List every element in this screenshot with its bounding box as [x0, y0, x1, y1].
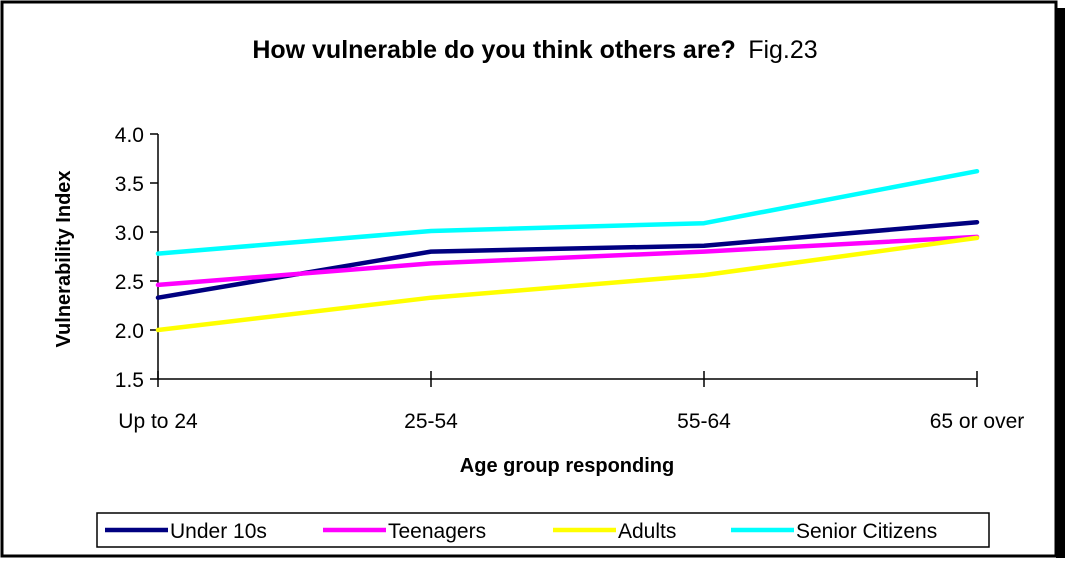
- chart-title-suffix: Fig.23: [748, 36, 817, 64]
- y-tick-label: 2.0: [115, 320, 144, 343]
- legend-box: [96, 512, 990, 548]
- legend-label: Under 10s: [170, 520, 267, 543]
- x-axis-title: Age group responding: [460, 455, 674, 477]
- y-tick-label: 4.0: [115, 124, 144, 147]
- chart-title: How vulnerable do you think others are? …: [252, 36, 817, 64]
- x-tick-label: 25-54: [404, 410, 458, 433]
- x-tick-label: 65 or over: [930, 410, 1025, 433]
- series-line: [155, 234, 980, 288]
- y-tick-label: 1.5: [115, 369, 144, 392]
- axes: 1.5 2.0 2.5 3.0 3.5 4.0 Up to 24 25-54 55-64 65 o…: [115, 124, 1024, 433]
- y-tick-label: 2.5: [115, 271, 144, 294]
- y-axis-title: Vulnerability Index: [53, 170, 75, 347]
- y-tick-label: 3.0: [115, 222, 144, 245]
- legend: Under 10s Teenagers Adults Senior Citizens: [96, 512, 990, 548]
- chart-shadow-right: [1056, 8, 1065, 558]
- legend-label: Adults: [618, 520, 676, 543]
- series-line: [155, 235, 980, 333]
- series-lines: [155, 168, 980, 333]
- x-tick-label: 55-64: [677, 410, 731, 433]
- chart-title-main: How vulnerable do you think others are?: [252, 36, 735, 64]
- x-tick-label: Up to 24: [118, 410, 198, 433]
- legend-label: Senior Citizens: [796, 520, 937, 543]
- legend-label: Teenagers: [388, 520, 486, 543]
- series-line: [155, 168, 980, 256]
- y-tick-label: 3.5: [115, 173, 144, 196]
